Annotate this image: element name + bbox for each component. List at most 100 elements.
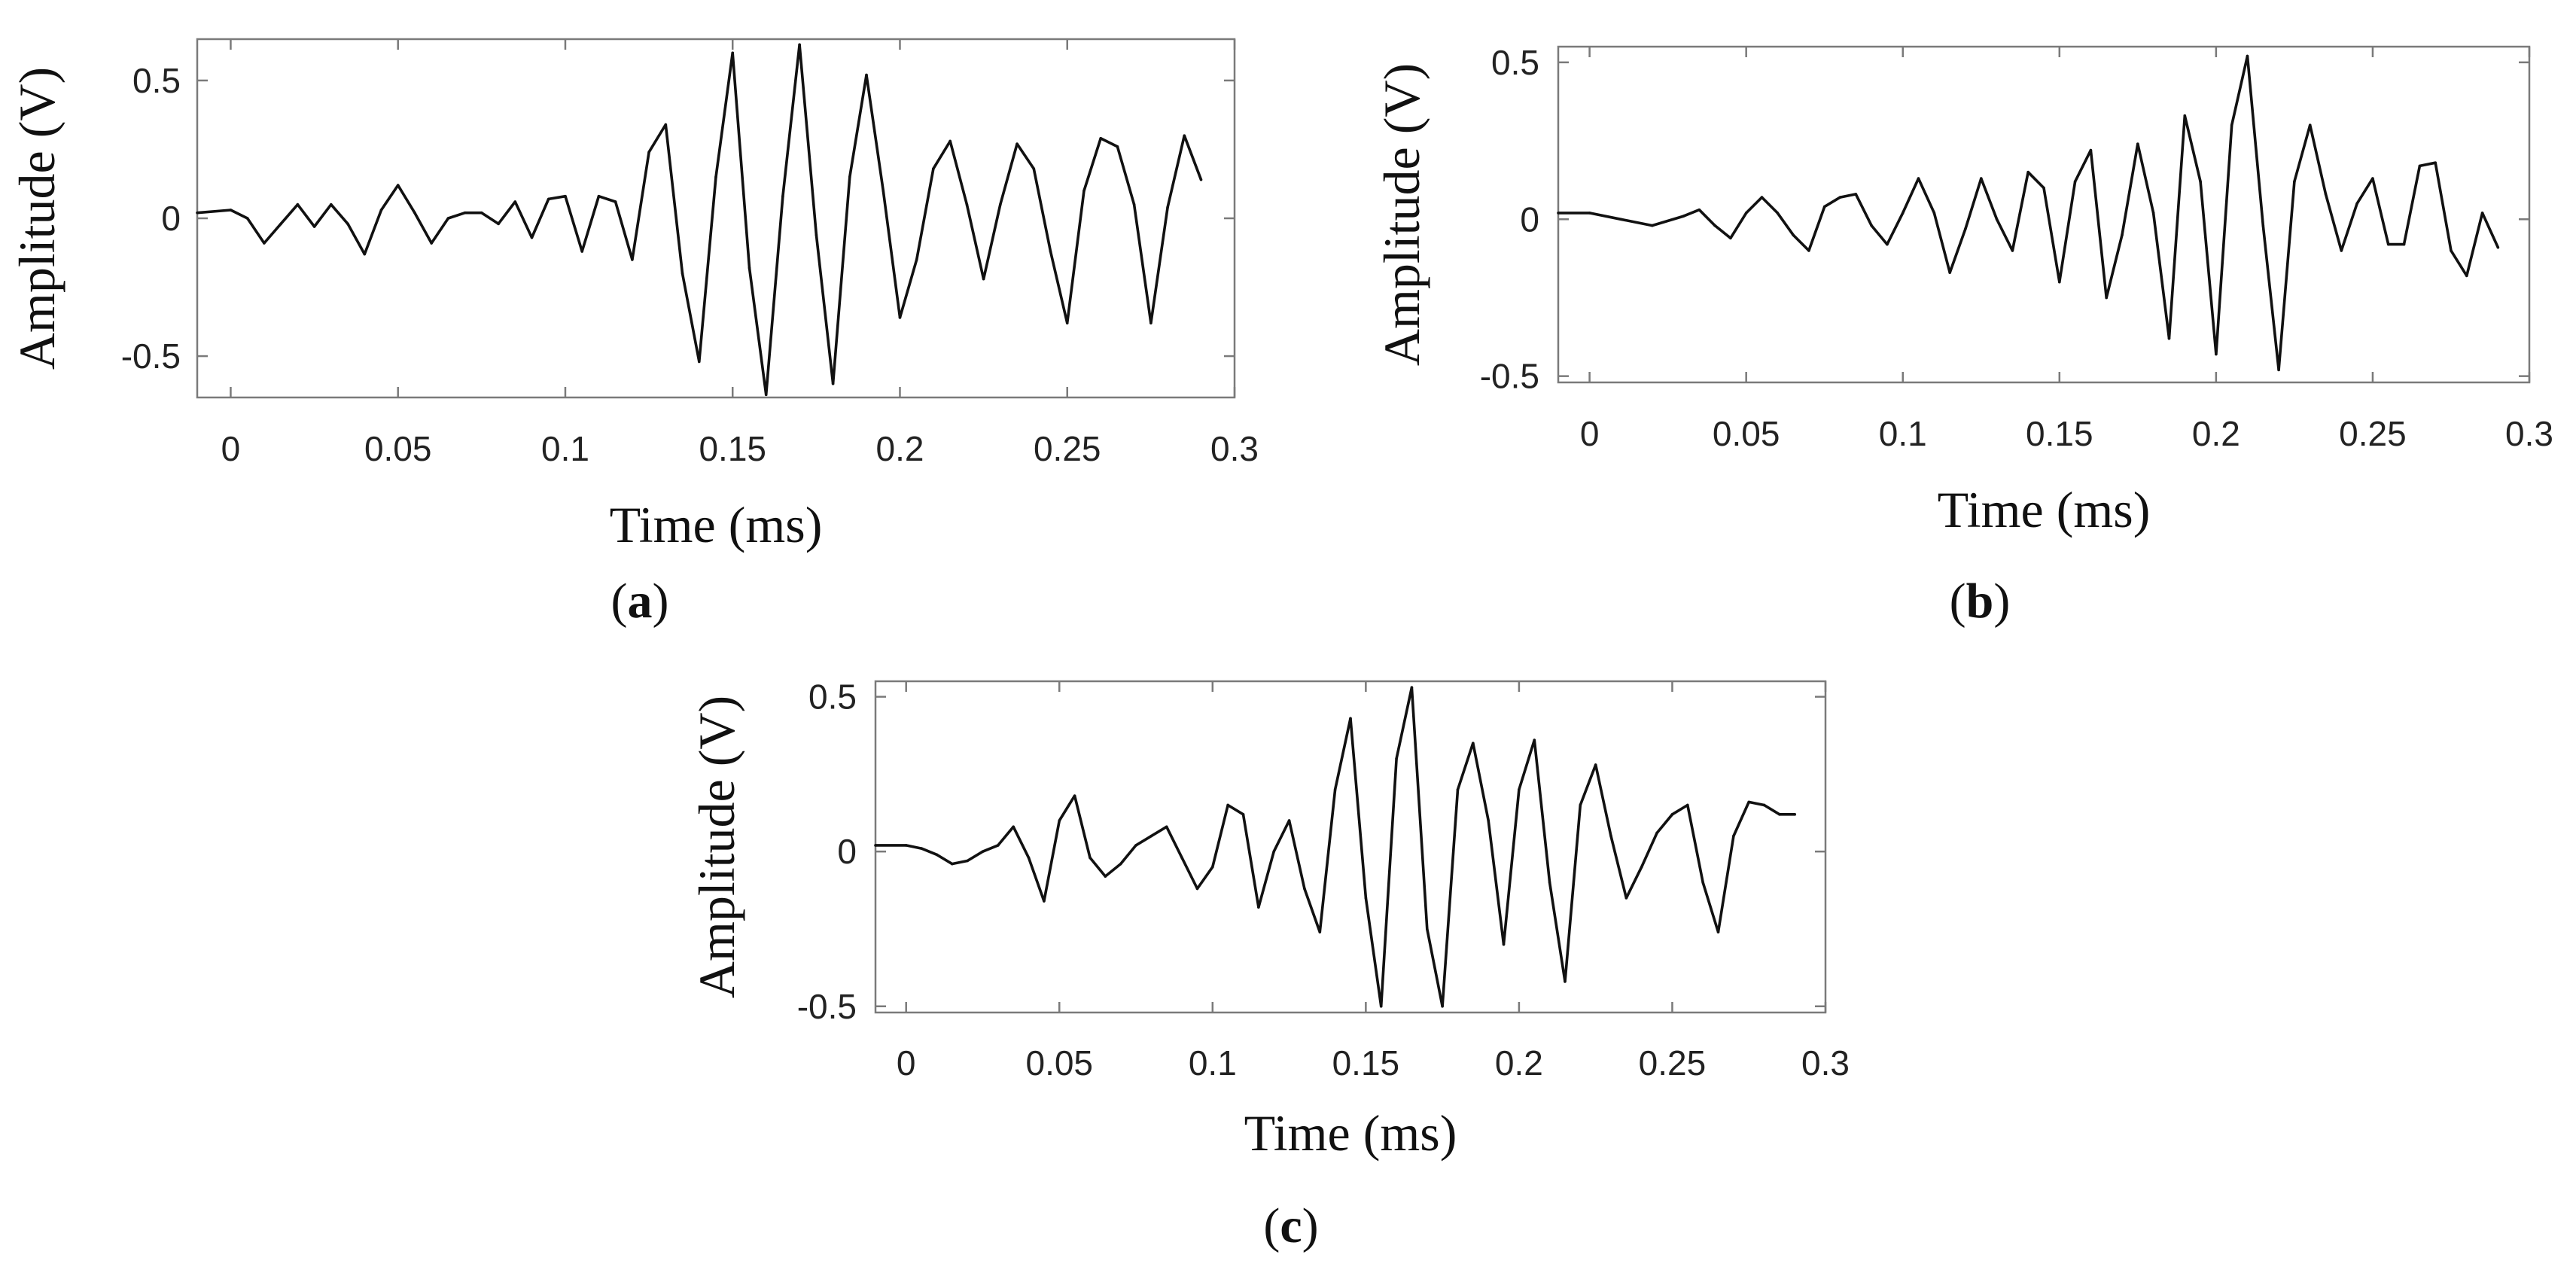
data-point (1533, 738, 1536, 741)
data-point (997, 844, 1000, 847)
x-tick-label: 0 (1580, 414, 1600, 453)
data-point (1979, 177, 1983, 180)
data-point (831, 382, 835, 385)
data-point (1948, 271, 1951, 274)
data-point (1682, 215, 1685, 218)
data-point (1619, 218, 1623, 221)
data-point (1119, 862, 1122, 866)
data-point (1149, 321, 1153, 324)
data-point (245, 217, 249, 220)
data-point (1588, 212, 1591, 215)
data-point (363, 252, 367, 256)
data-point (513, 200, 517, 203)
y-tick-label: 0.5 (132, 61, 181, 100)
data-point (2402, 242, 2406, 246)
data-point (1778, 813, 1781, 816)
x-tick-label: 0.15 (2026, 414, 2093, 453)
data-point (2042, 186, 2045, 190)
data-point (1379, 1004, 1383, 1008)
data-point (1762, 803, 1766, 807)
data-point (1195, 887, 1199, 891)
data-point (263, 242, 266, 245)
data-point (1995, 218, 1999, 221)
chart-panel-c: 0 0.05 0.1 0.15 0.2 0.25 0.3 -0.5 0 0.5 Time (ms) A… (688, 678, 1850, 1253)
data-point (1073, 794, 1076, 797)
y-tick-label: -0.5 (797, 987, 857, 1026)
data-point (2151, 212, 2155, 215)
series-line-signal (196, 43, 1203, 397)
data-point (463, 211, 467, 215)
data-point (2450, 249, 2453, 252)
data-point (1698, 208, 1701, 212)
data-point (1165, 825, 1168, 829)
data-point (2011, 249, 2014, 252)
panel-label-c: (c) (1263, 1198, 1318, 1253)
data-point (1349, 717, 1352, 720)
data-point (530, 236, 534, 239)
data-point (196, 211, 199, 215)
data-point (1099, 137, 1102, 140)
data-point (1518, 788, 1521, 791)
data-point (2261, 224, 2265, 227)
data-point (1917, 177, 1920, 180)
plot-frame (196, 38, 1236, 399)
data-point (1456, 788, 1460, 791)
y-tick-label: 0.5 (1491, 43, 1539, 82)
data-point (1199, 178, 1203, 181)
data-point (547, 197, 550, 201)
data-point (950, 862, 954, 866)
data-point (1651, 224, 1654, 227)
x-axis-title: Time (ms) (1938, 481, 2151, 538)
y-axis-title: Amplitude (V) (1373, 63, 1430, 366)
x-tick-label: 0.3 (1801, 1043, 1850, 1083)
x-tick-label: 0.3 (2505, 414, 2553, 453)
data-point (312, 225, 316, 228)
data-point (1082, 189, 1086, 193)
data-point (2324, 193, 2328, 196)
data-point (1838, 196, 1842, 199)
data-point (874, 844, 877, 847)
data-point (815, 233, 818, 236)
data-point (2183, 114, 2187, 117)
data-point (1166, 206, 1169, 209)
data-point (614, 200, 617, 203)
x-tick-label: 0.2 (1495, 1043, 1543, 1083)
data-point (1043, 900, 1046, 903)
data-point (1132, 203, 1136, 206)
data-point (1211, 865, 1214, 869)
data-point (2136, 142, 2139, 146)
data-point (1747, 800, 1751, 804)
x-tick-label: 0.25 (1034, 429, 1101, 468)
data-point (1713, 224, 1716, 227)
panel-label-open-paren: ( (1263, 1198, 1280, 1253)
data-point (1932, 212, 1936, 215)
data-point (764, 393, 768, 397)
data-point (2026, 170, 2029, 174)
data-point (1854, 193, 1858, 196)
y-tick-label: 0 (1520, 199, 1539, 239)
data-point (1065, 321, 1069, 324)
data-point (564, 194, 567, 198)
x-tick-label: 0.15 (1332, 1043, 1400, 1083)
data-point (904, 844, 908, 847)
x-tick-label: 0.3 (1210, 429, 1259, 468)
data-point (1579, 803, 1582, 807)
data-point (1272, 850, 1276, 853)
data-point (2418, 164, 2422, 168)
data-point (1557, 212, 1560, 215)
data-point (1012, 825, 1015, 829)
data-point (935, 853, 939, 857)
data-point (1670, 813, 1674, 816)
data-point (2089, 148, 2093, 152)
data-point (1303, 887, 1306, 891)
data-point (631, 258, 634, 261)
data-point (948, 139, 952, 143)
x-tick-label: 0.25 (2339, 414, 2407, 453)
data-point (413, 211, 416, 215)
data-point (2308, 123, 2312, 127)
data-point (2105, 296, 2109, 300)
plot-frame (874, 680, 1827, 1014)
data-point (1548, 881, 1551, 885)
data-point (2167, 336, 2171, 340)
